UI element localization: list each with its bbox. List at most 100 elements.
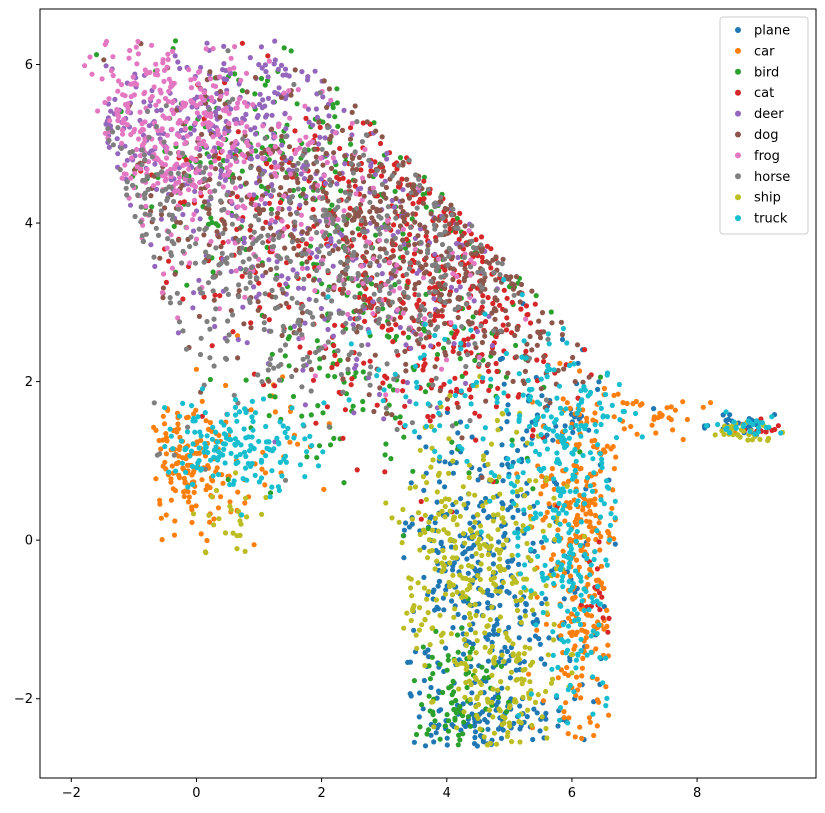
data-point-car: [543, 482, 549, 488]
data-point-ship: [433, 597, 439, 603]
data-point-frog: [198, 86, 204, 92]
data-point-car: [596, 520, 602, 526]
data-point-horse: [299, 332, 305, 338]
data-point-bird: [93, 52, 100, 58]
data-point-truck: [574, 611, 580, 617]
data-point-truck: [580, 452, 586, 459]
data-point-frog: [132, 170, 138, 176]
data-point-car: [586, 715, 593, 721]
data-point-cat: [313, 420, 319, 426]
data-point-plane: [538, 656, 544, 662]
data-point-horse: [327, 177, 333, 183]
data-point-horse: [351, 236, 357, 242]
data-point-truck: [232, 436, 238, 442]
data-point-horse: [469, 238, 475, 244]
data-point-frog: [181, 162, 187, 168]
data-point-plane: [546, 635, 552, 641]
data-point-deer: [310, 122, 316, 128]
data-point-bird: [299, 413, 305, 419]
data-point-horse: [132, 213, 138, 220]
data-point-truck: [603, 391, 609, 398]
data-point-car: [560, 396, 566, 402]
data-point-truck: [197, 429, 203, 435]
data-point-plane: [506, 590, 512, 596]
data-point-horse: [140, 177, 146, 183]
data-point-frog: [187, 260, 193, 266]
data-point-deer: [237, 265, 243, 271]
data-point-deer: [322, 135, 328, 141]
data-point-horse: [239, 245, 245, 251]
data-point-ship: [417, 447, 423, 453]
data-point-truck: [607, 522, 614, 529]
data-point-frog: [176, 179, 182, 185]
data-point-truck: [506, 474, 512, 480]
data-point-horse: [212, 188, 218, 194]
data-point-truck: [565, 720, 571, 726]
data-point-frog: [239, 151, 245, 157]
data-point-horse: [368, 364, 374, 370]
data-point-bird: [509, 437, 515, 443]
data-point-truck: [566, 522, 572, 528]
data-point-cat: [450, 348, 456, 354]
data-point-deer: [247, 55, 253, 61]
data-point-ship: [417, 547, 423, 553]
data-point-truck: [536, 466, 542, 472]
data-point-frog: [269, 217, 275, 223]
data-point-dog: [549, 320, 555, 326]
data-point-deer: [114, 136, 120, 142]
data-point-bird: [355, 226, 361, 232]
data-point-deer: [198, 64, 204, 71]
data-point-horse: [229, 179, 236, 185]
data-point-cat: [163, 279, 169, 285]
data-point-truck: [582, 501, 588, 507]
data-point-plane: [575, 360, 581, 366]
data-point-cat: [486, 387, 492, 393]
data-point-deer: [474, 328, 480, 335]
data-point-frog: [218, 93, 224, 99]
data-point-bird: [337, 357, 343, 363]
data-point-ship: [490, 569, 497, 575]
data-point-dog: [279, 332, 285, 339]
data-point-deer: [260, 273, 266, 279]
data-point-horse: [349, 276, 355, 282]
data-point-frog: [244, 124, 250, 130]
data-point-truck: [551, 580, 557, 587]
data-point-truck: [198, 467, 204, 473]
data-point-truck: [595, 442, 601, 448]
data-point-bird: [432, 718, 438, 724]
data-point-dog: [559, 332, 566, 338]
data-point-dog: [373, 282, 379, 288]
data-point-dog: [377, 385, 383, 391]
data-point-ship: [499, 410, 505, 417]
data-point-bird: [392, 188, 398, 194]
data-point-ship: [504, 635, 510, 641]
data-point-car: [684, 416, 691, 423]
data-point-horse: [388, 284, 394, 290]
data-point-plane: [444, 742, 450, 748]
data-point-plane: [510, 514, 516, 521]
data-point-horse: [294, 300, 300, 306]
data-point-frog: [203, 143, 209, 149]
data-point-truck: [533, 421, 539, 428]
data-point-car: [583, 635, 589, 641]
data-point-frog: [115, 88, 121, 94]
data-point-horse: [224, 255, 230, 261]
data-point-truck: [180, 400, 186, 406]
data-point-ship: [524, 540, 530, 547]
data-point-ship: [500, 714, 506, 720]
data-point-truck: [237, 451, 243, 458]
data-point-deer: [178, 127, 184, 133]
data-point-dog: [346, 212, 352, 219]
data-point-horse: [270, 187, 276, 193]
data-point-horse: [351, 326, 357, 332]
data-point-car: [588, 511, 594, 517]
data-point-car: [707, 400, 714, 406]
data-point-frog: [143, 203, 149, 209]
data-point-cat: [445, 406, 451, 412]
data-point-frog: [95, 108, 101, 114]
data-point-bird: [315, 403, 321, 409]
data-point-dog: [358, 201, 364, 207]
data-point-horse: [180, 328, 186, 334]
data-point-dog: [409, 315, 415, 321]
data-point-horse: [325, 125, 331, 131]
